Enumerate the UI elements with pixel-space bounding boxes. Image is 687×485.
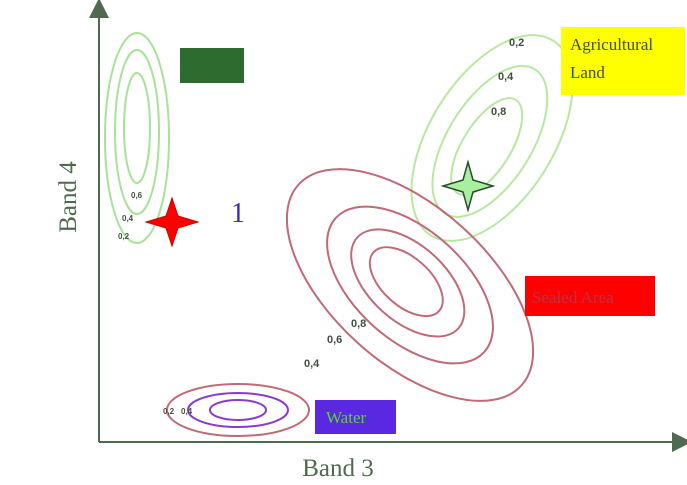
sealed-contour-label-3: 0,4	[304, 358, 320, 370]
agri-contour-outer	[410, 34, 574, 242]
sealed-cluster	[285, 168, 535, 402]
water-contour-outer	[166, 383, 310, 437]
water-contour-inner	[209, 399, 267, 421]
water-contour-middle	[187, 392, 289, 428]
sealed-contour-middle	[326, 205, 494, 365]
water-legend-label: Water	[326, 408, 366, 427]
water-contour-label-1: 0,2	[163, 407, 175, 416]
sealed-contour-label-1: 0,8	[351, 318, 366, 330]
x-axis-label: Band 3	[302, 455, 374, 482]
water-cluster	[166, 383, 310, 437]
forest-contour-middle	[114, 49, 160, 215]
water-legend-box	[315, 400, 396, 434]
sealed-contour-outer	[285, 168, 535, 402]
forest-contour-outer	[104, 32, 170, 244]
unknown-pixel-star	[144, 196, 200, 248]
agri-legend-box	[561, 27, 685, 95]
sealed-legend-label: Sealed Area	[532, 288, 614, 307]
sealed-contour-core	[368, 246, 444, 318]
agri-contour-middle	[431, 64, 549, 218]
water-contour-label-2: 0,4	[181, 407, 193, 416]
agri-contour-label-3: 0,8	[491, 106, 506, 118]
y-axis-label: Band 4	[55, 161, 82, 233]
forest-legend-box	[180, 48, 244, 83]
sealed-contour-inner	[350, 228, 466, 338]
sealed-contour-label-2: 0,6	[327, 334, 342, 346]
forest-contour-label-1: 0,2	[118, 232, 130, 241]
agri-contour-label-2: 0,4	[498, 71, 514, 83]
forest-cluster	[104, 32, 170, 244]
agri-legend-line2: Land	[570, 63, 605, 82]
forest-contour-label-2: 0,4	[122, 214, 134, 223]
sealed-legend-box	[525, 276, 655, 316]
forest-contour-label-3: 0,6	[131, 191, 143, 200]
agri-legend-line1: Agricultural	[570, 35, 653, 54]
agri-contour-inner	[450, 97, 524, 196]
point-1-label: 1	[231, 198, 245, 229]
forest-contour-inner	[123, 72, 151, 184]
agri-pixel-star	[440, 159, 496, 213]
agri-contour-label-1: 0,2	[509, 37, 524, 49]
